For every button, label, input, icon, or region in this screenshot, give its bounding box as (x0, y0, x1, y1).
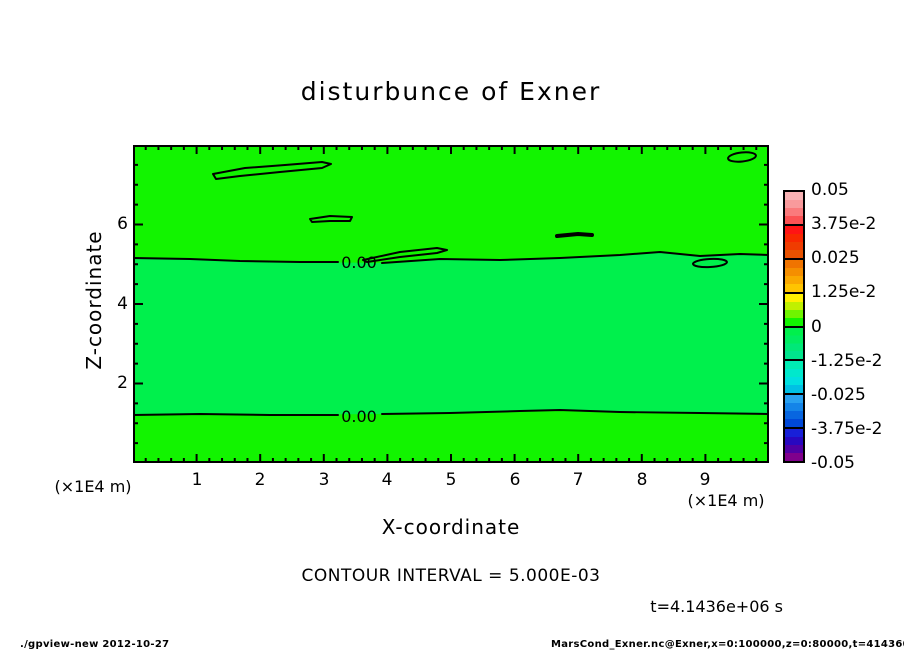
colorbar-cell (785, 192, 803, 224)
closed-contour-topleft (212, 161, 332, 180)
x-tick-label: 4 (381, 470, 393, 490)
tone-negative-region (133, 252, 769, 415)
colorbar-cell (785, 427, 803, 461)
y-axis-unit-label: (×1E4 m) (54, 477, 132, 496)
colorbar (783, 190, 805, 463)
closed-contour-dash (555, 232, 594, 238)
colorbar-tick-label: 0 (811, 316, 822, 337)
x-tick-label: 3 (318, 470, 330, 490)
colorbar-tick-label: 0.025 (811, 248, 860, 269)
closed-contour-topright (727, 151, 757, 163)
time-annotation: t=4.1436e+06 s (650, 597, 783, 616)
x-axis-label: X-coordinate (381, 515, 521, 539)
x-tick-label: 9 (699, 470, 711, 490)
colorbar-cell (785, 325, 803, 360)
x-tick-label: 1 (191, 470, 203, 490)
colorbar-cell (785, 223, 803, 258)
colorbar-tick-label: -0.05 (811, 453, 855, 473)
closed-contour-small-1 (309, 215, 353, 223)
zero-contour-lower-left (133, 413, 339, 416)
y-tick-label: 4 (117, 294, 128, 314)
x-tick-label: 5 (445, 470, 457, 490)
zero-contour-upper-left (133, 257, 339, 263)
y-tick-label: 2 (117, 373, 128, 393)
contour-interval-note: CONTOUR INTERVAL = 5.000E-03 (301, 566, 601, 586)
x-tick-label: 8 (636, 470, 648, 490)
contour-value-label-lower: 0.00 (341, 407, 377, 426)
footer-program-stamp: ./gpview-new 2012-10-27 (20, 639, 170, 650)
colorbar-tick-label: -1.25e-2 (811, 350, 883, 371)
chart-title: disturbunce of Exner (300, 77, 602, 106)
contour-value-label-upper: 0.00 (341, 253, 377, 272)
footer-dataset-stamp: MarsCond_Exner.nc@Exner,x=0:100000,z=0:8… (551, 639, 904, 650)
colorbar-tick-label: 1.25e-2 (811, 282, 877, 303)
colorbar-tick-label: 3.75e-2 (811, 214, 877, 235)
colorbar-cell (785, 393, 803, 428)
contour-plot (133, 145, 769, 463)
closed-contour-mid (362, 247, 448, 263)
colorbar-tick-label: -3.75e-2 (811, 418, 883, 439)
x-axis-unit-label: (×1E4 m) (687, 491, 765, 510)
contour-lines (133, 151, 769, 416)
colorbar-tick-label: 0.05 (811, 180, 849, 200)
colorbar-cell (785, 291, 803, 326)
x-tick-label: 2 (254, 470, 266, 490)
zero-contour-upper-right (381, 251, 769, 264)
colorbar-cell (785, 257, 803, 292)
closed-contour-right (692, 257, 728, 269)
colorbar-cell (785, 359, 803, 394)
zero-contour-lower-right (381, 409, 769, 415)
y-tick-label: 6 (117, 214, 128, 234)
colorbar-tick-label: -0.025 (811, 384, 866, 405)
x-tick-label: 6 (509, 470, 521, 490)
plot-border (133, 145, 769, 463)
x-tick-label: 7 (572, 470, 584, 490)
